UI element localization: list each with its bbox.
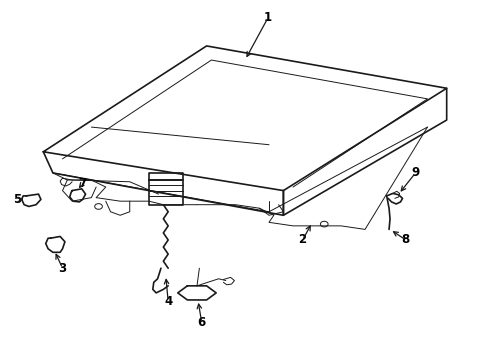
Text: 8: 8	[402, 234, 410, 247]
Text: 3: 3	[58, 262, 67, 275]
Text: 5: 5	[13, 193, 21, 206]
Text: 1: 1	[264, 11, 272, 24]
Text: 2: 2	[298, 234, 307, 247]
Text: 6: 6	[197, 316, 206, 329]
Text: 4: 4	[164, 295, 172, 308]
Text: 7: 7	[78, 177, 87, 190]
Text: 9: 9	[411, 166, 419, 179]
